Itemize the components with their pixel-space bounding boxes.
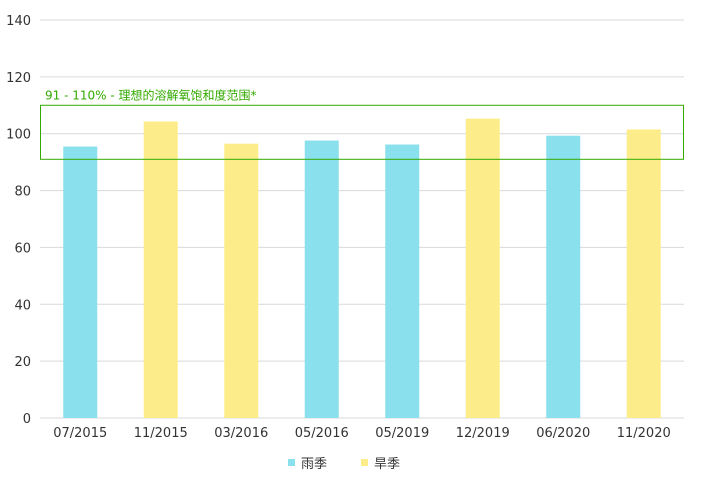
legend-label-rainy[interactable]: 雨季	[301, 457, 327, 472]
legend: 雨季 旱季	[288, 457, 400, 472]
bar-11-2015[interactable]	[143, 121, 178, 419]
y-tick-label: 80	[14, 185, 31, 200]
reference-band-label: 91 - 110% - 理想的溶解氧饱和度范围*	[45, 87, 257, 102]
bar-05-2016[interactable]	[304, 140, 339, 418]
reference-band	[40, 104, 684, 160]
y-tick-label: 60	[14, 241, 31, 256]
x-tick-label: 03/2016	[214, 426, 268, 441]
y-tick-label: 100	[6, 128, 31, 143]
y-axis-ticks: 0 20 40 60 80 100 120 140	[6, 14, 31, 427]
bar-03-2016[interactable]	[224, 143, 259, 418]
bar-12-2019[interactable]	[465, 118, 500, 418]
y-tick-label: 40	[14, 298, 31, 313]
bar-11-2020[interactable]	[626, 129, 661, 418]
x-tick-label: 12/2019	[456, 426, 510, 441]
x-tick-label: 11/2020	[617, 426, 671, 441]
x-tick-label: 05/2019	[375, 426, 429, 441]
bars	[63, 118, 661, 419]
x-tick-label: 07/2015	[53, 426, 107, 441]
gridlines	[40, 19, 684, 419]
reference-band-group: 91 - 110% - 理想的溶解氧饱和度范围*	[40, 87, 684, 160]
bar-05-2019[interactable]	[385, 144, 420, 418]
bar-06-2020[interactable]	[546, 135, 581, 418]
y-tick-label: 0	[23, 412, 31, 427]
x-tick-label: 05/2016	[295, 426, 349, 441]
bar-07-2015[interactable]	[63, 146, 98, 418]
x-tick-label: 11/2015	[134, 426, 188, 441]
legend-swatch-rainy	[288, 459, 295, 466]
y-tick-label: 20	[14, 355, 31, 370]
x-axis-ticks: 07/2015 11/2015 03/2016 05/2016 05/2019 12/20…	[53, 426, 671, 441]
legend-swatch-dry	[361, 459, 368, 466]
x-tick-label: 06/2020	[536, 426, 590, 441]
legend-label-dry[interactable]: 旱季	[374, 457, 400, 472]
y-tick-label: 140	[6, 14, 31, 29]
y-tick-label: 120	[6, 71, 31, 86]
